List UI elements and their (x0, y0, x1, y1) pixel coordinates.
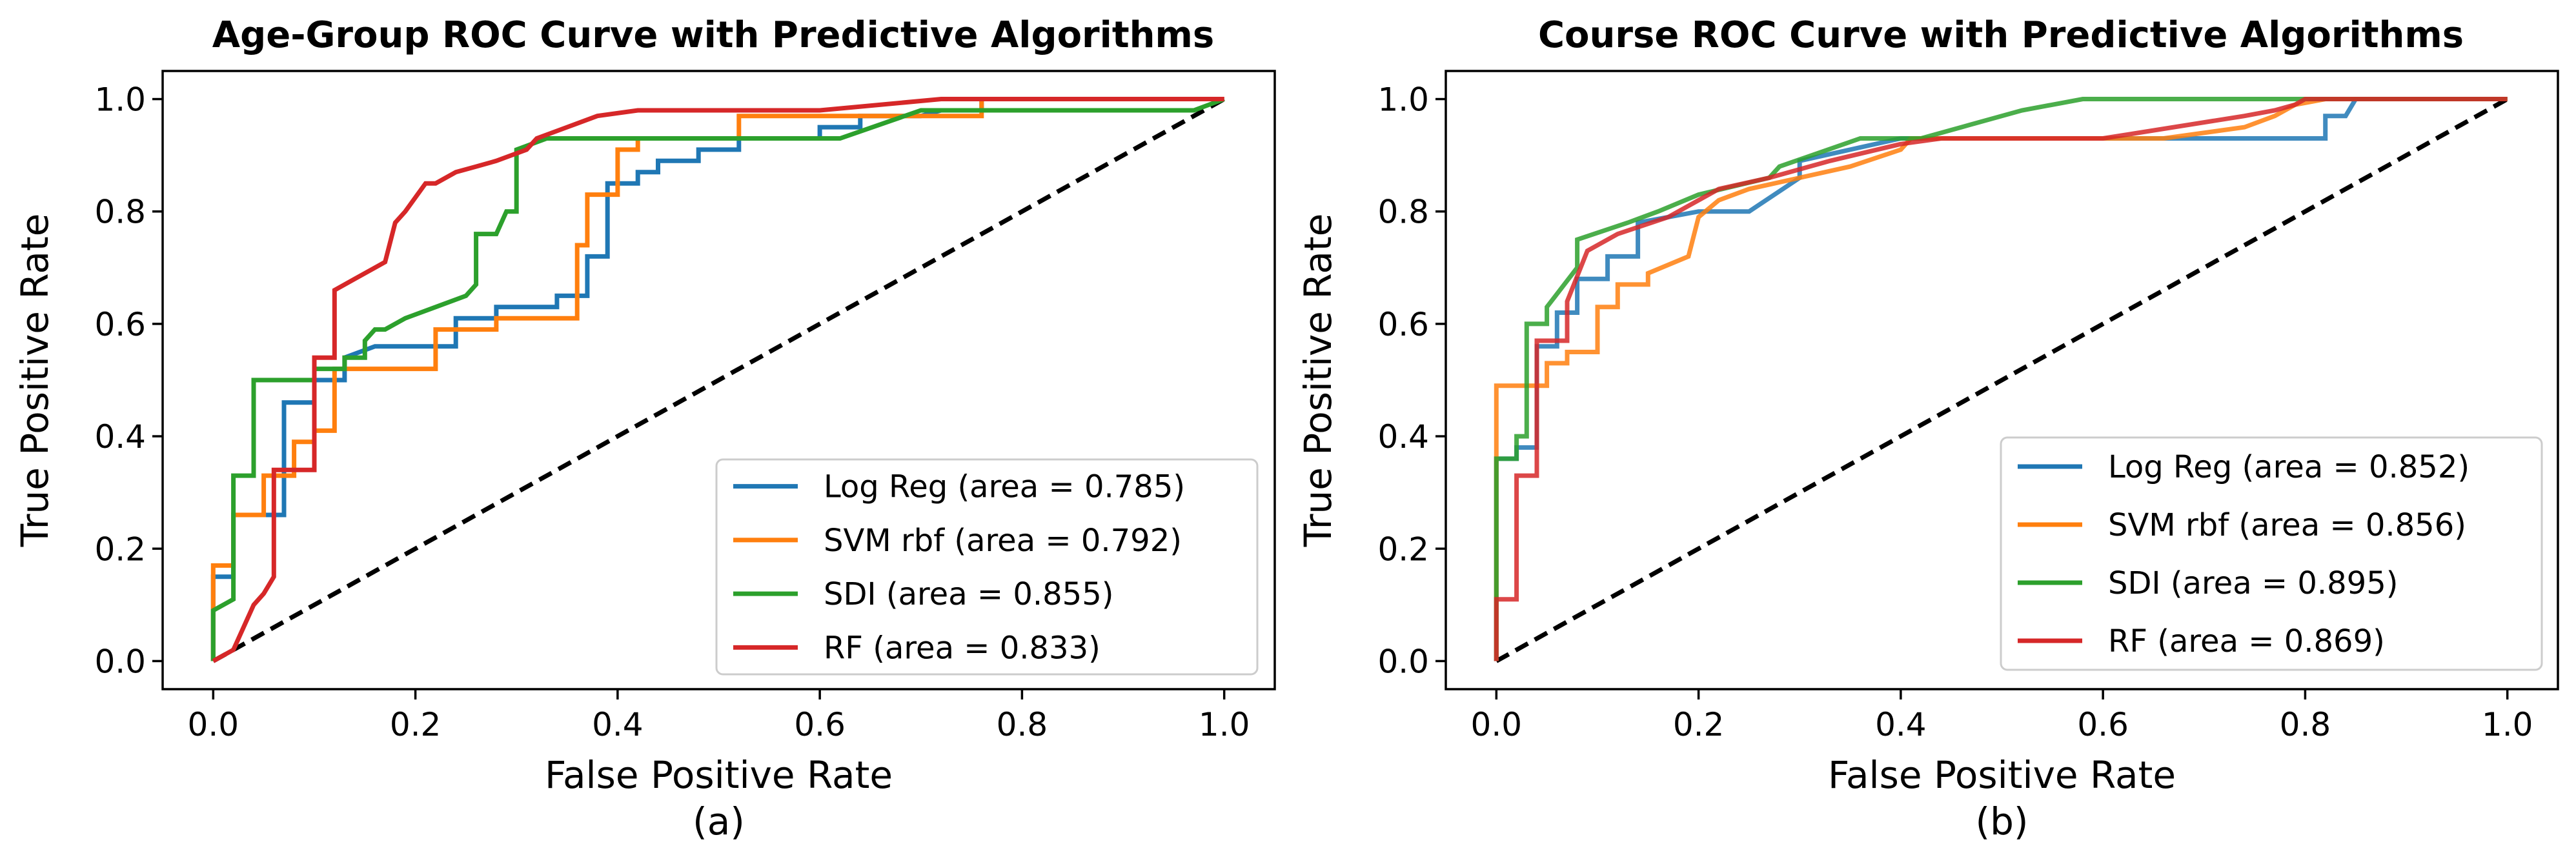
chart-panel-b: Course ROC Curve with Predictive Algorit… (1296, 14, 2559, 843)
series-line-rf (212, 97, 1224, 663)
legend: Log Reg (area = 0.852) SVM rbf (area = 0.… (2000, 436, 2543, 671)
legend-label: RF (area = 0.869) (2108, 623, 2385, 659)
legend-label: SVM rbf (area = 0.792) (824, 523, 1182, 559)
panel-caption: (a) (693, 800, 745, 843)
x-tick-label: 0.6 (794, 706, 846, 743)
x-tick-label: 1.0 (1199, 706, 1250, 743)
y-tick-label: 0.2 (1377, 530, 1429, 568)
x-tick-label: 0.4 (1875, 706, 1927, 743)
series-line-sdi (1494, 97, 2508, 661)
legend-label: SDI (area = 0.855) (824, 576, 1113, 612)
legend-label: SDI (area = 0.895) (2108, 565, 2398, 601)
chart-panel-a: Age-Group ROC Curve with Predictive Algo… (13, 14, 1276, 843)
plot-area-frame (1445, 70, 2559, 690)
y-tick-label: 0.6 (94, 306, 146, 343)
x-tick-label: 0.6 (2077, 706, 2129, 743)
chance-baseline-line (212, 97, 1226, 663)
plot-area-frame (161, 70, 1276, 690)
legend-label: Log Reg (area = 0.852) (2108, 449, 2470, 485)
chart-title: Age-Group ROC Curve with Predictive Algo… (212, 14, 1214, 56)
x-tick-label: 0.0 (1471, 706, 1523, 743)
y-tick-label: 1.0 (1377, 81, 1429, 119)
y-tick-label: 0.8 (94, 194, 146, 231)
legend-box (2000, 436, 2543, 671)
y-tick-label: 0.4 (1377, 418, 1429, 456)
y-tick-label: 0.0 (94, 643, 146, 680)
x-axis-label: False Positive Rate (545, 753, 893, 797)
y-tick-label: 0.2 (94, 530, 146, 568)
y-tick-label: 0.8 (1377, 194, 1429, 231)
x-tick-label: 0.8 (997, 706, 1048, 743)
legend-label: SVM rbf (area = 0.856) (2108, 507, 2466, 543)
x-tick-label: 1.0 (2482, 706, 2533, 743)
series-line-svm-rbf (210, 97, 1224, 661)
x-axis-label: False Positive Rate (1828, 753, 2176, 797)
x-tick-label: 0.4 (592, 706, 644, 743)
legend-box (715, 458, 1259, 676)
x-tick-label: 0.8 (2280, 706, 2331, 743)
y-tick-label: 1.0 (94, 81, 146, 119)
y-axis-label: True Positive Rate (1296, 214, 1340, 548)
x-tick-label: 0.2 (1673, 706, 1725, 743)
chance-baseline-line (1495, 97, 2509, 663)
series-line-sdi (210, 97, 1225, 661)
x-tick-label: 0.2 (390, 706, 441, 743)
y-tick-label: 0.4 (94, 418, 146, 456)
x-tick-label: 0.0 (188, 706, 239, 743)
legend-label: RF (area = 0.833) (824, 630, 1100, 666)
chart-title: Course ROC Curve with Predictive Algorit… (1538, 14, 2464, 56)
legend: Log Reg (area = 0.785) SVM rbf (area = 0.… (715, 458, 1259, 676)
y-tick-label: 0.6 (1377, 306, 1429, 343)
series-line-rf (1494, 97, 2508, 661)
y-axis-label: True Positive Rate (13, 214, 57, 548)
panel-caption: (b) (1975, 800, 2028, 843)
series-line-svm-rbf (1494, 97, 2508, 661)
legend-label: Log Reg (area = 0.785) (824, 469, 1185, 505)
y-tick-label: 0.0 (1377, 643, 1429, 680)
